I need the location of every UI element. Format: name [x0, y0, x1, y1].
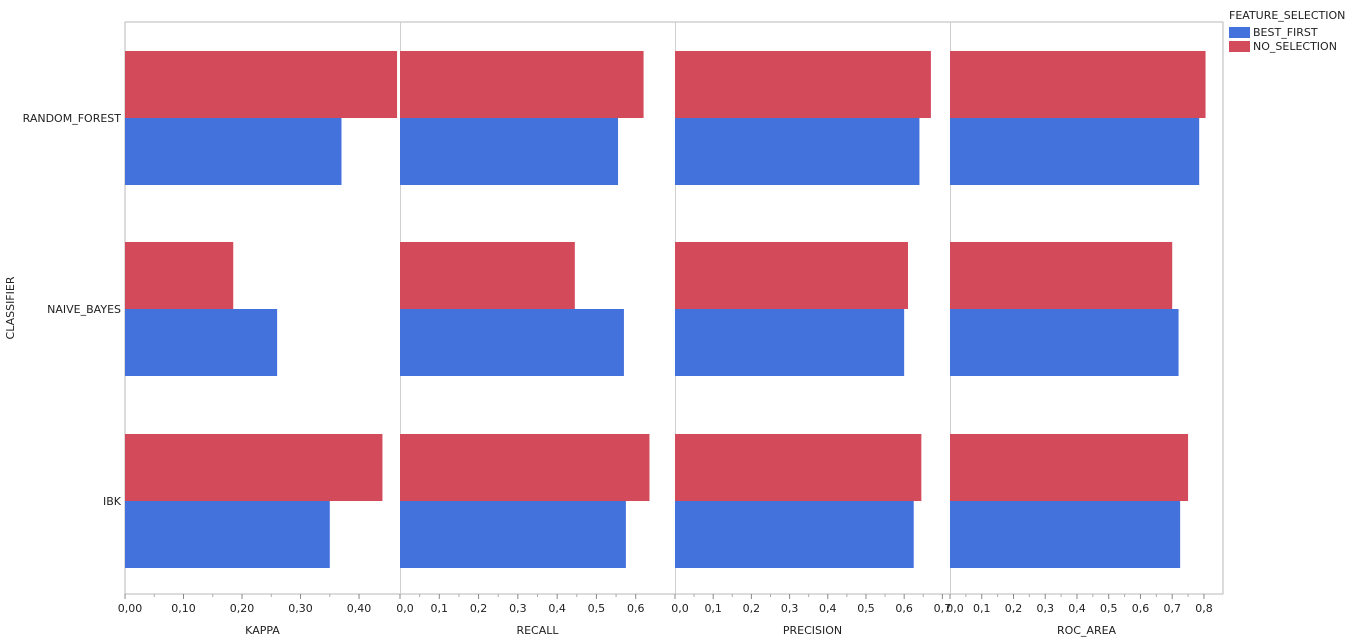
- bar-kappa-random-forest-no-selection: [125, 51, 398, 118]
- bar-recall-ibk-best-first: [400, 501, 626, 568]
- legend-label-best-first: BEST_FIRST: [1253, 25, 1318, 39]
- x-tick-label-roc-area: 0,4: [1068, 602, 1086, 615]
- x-tick-label-recall: 0,2: [470, 602, 488, 615]
- x-tick-label-recall: 0,5: [588, 602, 606, 615]
- bar-precision-ibk-best-first: [675, 501, 914, 568]
- x-axis-title-kappa: KAPPA: [245, 624, 280, 637]
- x-tick-label-roc-area: 0,0: [946, 602, 964, 615]
- bar-roc-area-naive-bayes-best-first: [950, 309, 1179, 376]
- legend-item-best-first: BEST_FIRST: [1229, 25, 1345, 39]
- x-tick-label-precision: 0,1: [704, 602, 722, 615]
- legend-swatch-best-first: [1229, 26, 1250, 38]
- x-tick-label-precision: 0,0: [671, 602, 689, 615]
- category-label-naive-bayes: NAIVE_BAYES: [47, 303, 121, 316]
- legend-swatch-no-selection: [1229, 40, 1250, 52]
- x-tick-label-recall: 0,0: [396, 602, 414, 615]
- x-axis-title-recall: RECALL: [516, 624, 559, 637]
- x-tick-label-roc-area: 0,1: [973, 602, 991, 615]
- x-tick-label-roc-area: 0,5: [1100, 602, 1118, 615]
- x-tick-label-recall: 0,6: [627, 602, 645, 615]
- bar-recall-naive-bayes-best-first: [400, 309, 624, 376]
- x-tick-label-roc-area: 0,7: [1163, 602, 1181, 615]
- x-tick-label-precision: 0,3: [781, 602, 799, 615]
- category-label-ibk: IBK: [103, 495, 122, 508]
- bar-kappa-random-forest-best-first: [125, 118, 342, 185]
- bar-precision-naive-bayes-no-selection: [675, 242, 908, 309]
- x-tick-label-precision: 0,2: [743, 602, 761, 615]
- bar-roc-area-ibk-best-first: [950, 501, 1181, 568]
- bar-roc-area-ibk-no-selection: [950, 434, 1189, 501]
- bar-roc-area-random-forest-best-first: [950, 118, 1200, 185]
- x-tick-label-kappa: 0,20: [230, 602, 255, 615]
- y-axis-title: CLASSIFIER: [4, 276, 17, 339]
- bar-precision-naive-bayes-best-first: [675, 309, 905, 376]
- bar-recall-naive-bayes-no-selection: [400, 242, 575, 309]
- bar-kappa-ibk-no-selection: [125, 434, 383, 501]
- legend-item-no-selection: NO_SELECTION: [1229, 39, 1345, 53]
- x-tick-label-roc-area: 0,8: [1195, 602, 1213, 615]
- bar-roc-area-naive-bayes-no-selection: [950, 242, 1173, 309]
- bar-precision-random-forest-no-selection: [675, 51, 931, 118]
- x-tick-label-precision: 0,6: [895, 602, 913, 615]
- x-tick-label-recall: 0,1: [431, 602, 449, 615]
- x-tick-label-kappa: 0,30: [288, 602, 313, 615]
- bar-recall-ibk-no-selection: [400, 434, 650, 501]
- x-tick-label-precision: 0,4: [819, 602, 837, 615]
- legend-label-no-selection: NO_SELECTION: [1253, 39, 1337, 53]
- bar-recall-random-forest-best-first: [400, 118, 619, 185]
- x-tick-label-kappa: 0,10: [171, 602, 196, 615]
- x-tick-label-roc-area: 0,6: [1132, 602, 1150, 615]
- x-tick-label-recall: 0,3: [509, 602, 527, 615]
- x-tick-label-recall: 0,4: [548, 602, 566, 615]
- bar-precision-ibk-no-selection: [675, 434, 922, 501]
- bar-kappa-naive-bayes-no-selection: [125, 242, 234, 309]
- x-axis-title-roc-area: ROC_AREA: [1057, 624, 1117, 637]
- x-tick-label-precision: 0,7: [934, 602, 952, 615]
- bar-roc-area-random-forest-no-selection: [950, 51, 1206, 118]
- bar-precision-random-forest-best-first: [675, 118, 920, 185]
- bar-kappa-naive-bayes-best-first: [125, 309, 278, 376]
- x-tick-label-kappa: 0,40: [347, 602, 372, 615]
- x-tick-label-precision: 0,5: [857, 602, 875, 615]
- x-axis-title-precision: PRECISION: [783, 624, 842, 637]
- x-tick-label-kappa: 0,00: [118, 602, 143, 615]
- bar-kappa-ibk-best-first: [125, 501, 330, 568]
- bar-recall-random-forest-no-selection: [400, 51, 644, 118]
- x-tick-label-roc-area: 0,3: [1036, 602, 1054, 615]
- legend: FEATURE_SELECTION BEST_FIRST NO_SELECTIO…: [1229, 9, 1345, 53]
- legend-title: FEATURE_SELECTION: [1229, 9, 1346, 22]
- category-label-random-forest: RANDOM_FOREST: [23, 112, 122, 125]
- x-tick-label-roc-area: 0,2: [1005, 602, 1023, 615]
